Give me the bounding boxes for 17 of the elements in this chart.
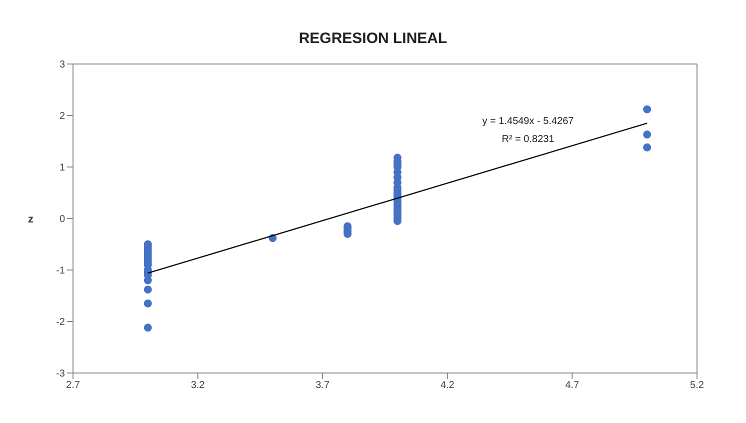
- annotation: y = 1.4549x - 5.4267: [481, 116, 575, 127]
- y-tick-label: 3: [59, 60, 66, 71]
- y-tick-label: -3: [56, 368, 66, 380]
- x-tick-label: 4.2: [440, 380, 455, 392]
- x-tick-label: 3.2: [190, 380, 206, 392]
- annotation: R² = 0.8231: [500, 134, 556, 145]
- x-tick-label: 5.2: [690, 380, 704, 392]
- y-tick-label: 0: [59, 214, 66, 226]
- chart-title: REGRESION LINEAL: [298, 30, 448, 47]
- y-tick-label: 1: [59, 162, 66, 174]
- x-tick-label: 4.7: [565, 380, 580, 392]
- y-tick-label: -2: [56, 317, 66, 328]
- y-axis-title: z: [28, 213, 34, 226]
- x-tick-label: 3.7: [316, 380, 330, 392]
- x-tick-label: 2.7: [66, 380, 80, 392]
- y-tick-label: -1: [56, 266, 66, 277]
- y-tick-label: 2: [59, 111, 66, 122]
